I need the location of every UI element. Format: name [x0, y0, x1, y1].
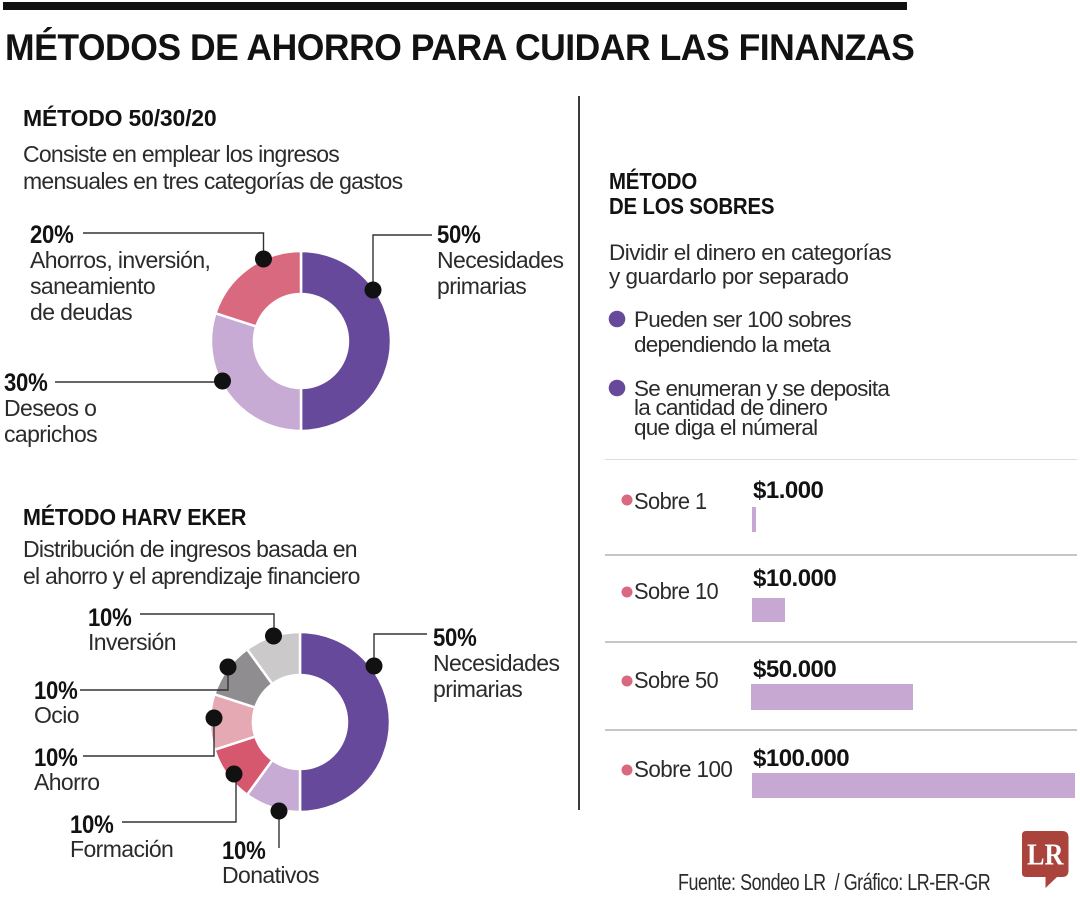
svg-text:LR: LR: [1027, 837, 1064, 872]
